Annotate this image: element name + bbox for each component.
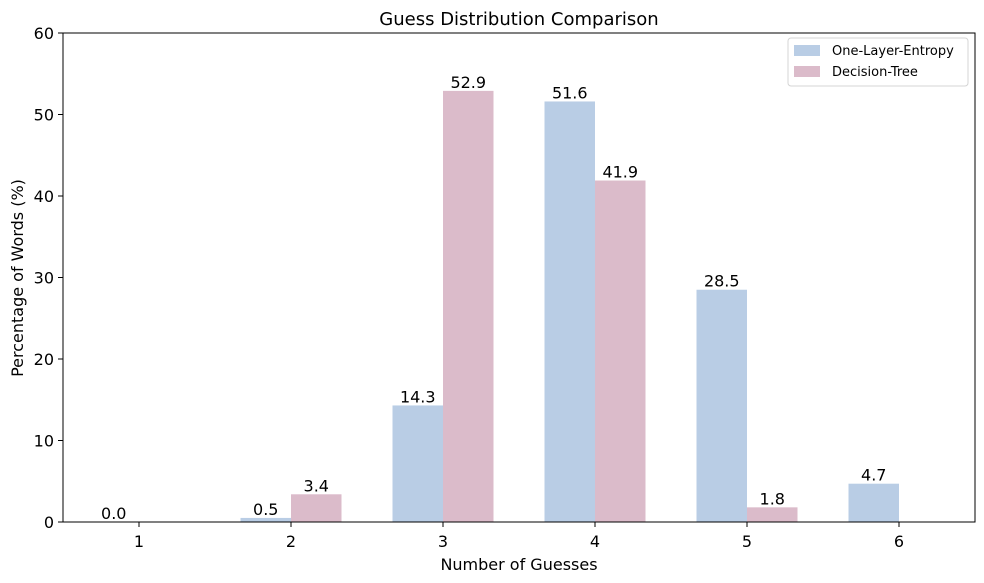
bar-one-layer-entropy-5 — [696, 289, 747, 522]
data-label: 1.8 — [760, 489, 785, 508]
legend-box — [787, 37, 969, 87]
legend-label: One-Layer-Entropy — [832, 44, 954, 59]
bar-decision-tree-5 — [747, 507, 798, 522]
plot-frame — [62, 32, 976, 523]
y-tick-label: 40 — [34, 187, 54, 206]
y-tick-label: 30 — [34, 269, 54, 288]
bars-layer — [240, 90, 899, 523]
data-label: 51.6 — [552, 83, 588, 102]
x-tick-label: 1 — [134, 532, 144, 551]
chart-title: Guess Distribution Comparison — [379, 9, 658, 30]
bar-one-layer-entropy-2 — [240, 517, 291, 522]
bar-one-layer-entropy-4 — [544, 101, 595, 523]
x-tick-label: 6 — [894, 532, 904, 551]
bar-decision-tree-3 — [443, 90, 494, 523]
y-tick-label: 20 — [34, 350, 54, 369]
legend-swatch — [794, 45, 820, 56]
data-label: 52.9 — [450, 73, 486, 92]
y-tick-label: 50 — [34, 106, 54, 125]
axes-layer: 0 10 20 30 40 50 60 1 2 3 4 5 6 — [34, 24, 976, 551]
bar-decision-tree-2 — [291, 494, 342, 522]
bar-one-layer-entropy-3 — [392, 405, 443, 522]
x-tick-label: 4 — [590, 532, 600, 551]
y-axis-label: Percentage of Words (%) — [8, 179, 27, 377]
legend-label: Decision-Tree — [832, 65, 918, 80]
data-label: 3.4 — [304, 476, 329, 495]
bar-one-layer-entropy-6 — [848, 483, 899, 522]
data-label: 14.3 — [400, 387, 436, 406]
data-label: 28.5 — [704, 272, 740, 291]
legend-swatch — [794, 66, 820, 77]
bar-decision-tree-4 — [595, 180, 646, 522]
data-label: 4.7 — [861, 466, 886, 485]
y-tick-label: 10 — [34, 432, 54, 451]
x-tick-label: 2 — [286, 532, 296, 551]
data-label: 0.0 — [101, 504, 126, 523]
data-labels-layer: 0.0 0.5 14.3 51.6 28.5 4.7 3.4 52.9 41.9 1.8 — [101, 73, 886, 523]
data-label: 0.5 — [253, 500, 278, 519]
data-label: 41.9 — [602, 163, 638, 182]
x-tick-label: 3 — [438, 532, 448, 551]
x-axis-label: Number of Guesses — [440, 555, 597, 574]
y-tick-label: 60 — [34, 24, 54, 43]
x-tick-label: 5 — [742, 532, 752, 551]
y-tick-label: 0 — [44, 513, 54, 532]
legend: One-Layer-Entropy Decision-Tree — [787, 37, 969, 87]
